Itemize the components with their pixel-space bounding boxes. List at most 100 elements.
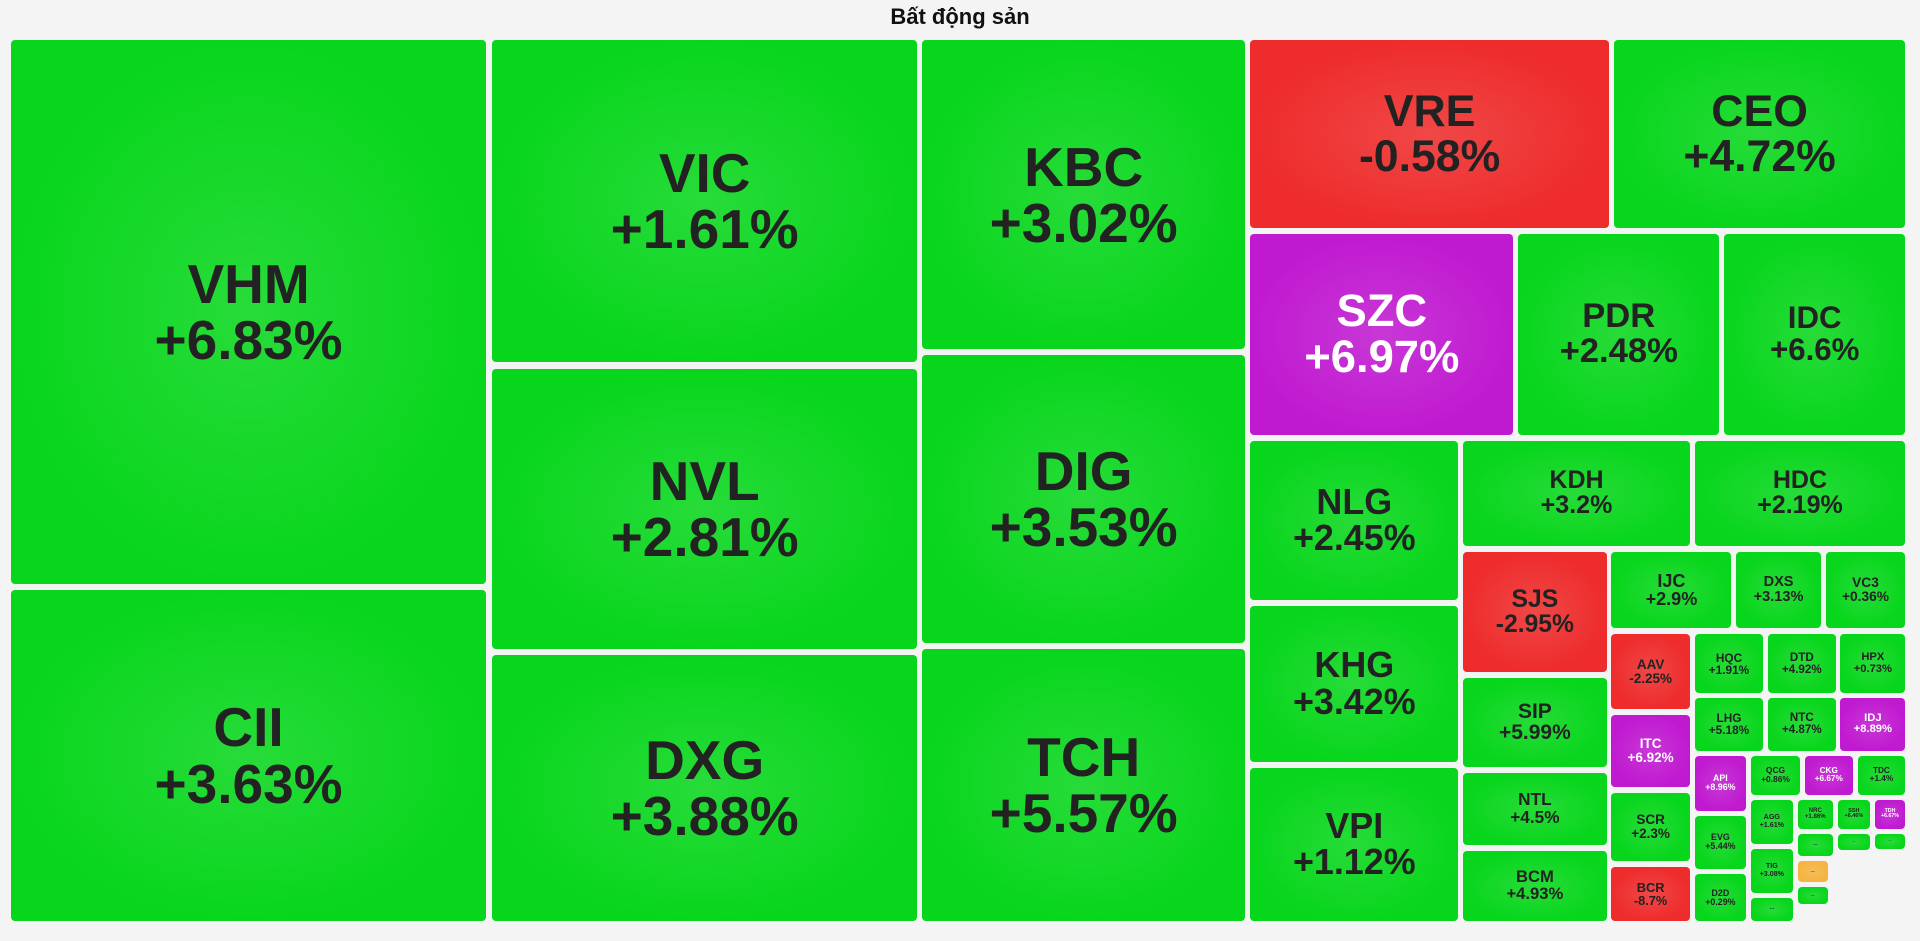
- ticker: TDC: [1872, 765, 1890, 775]
- tile: AGG +1.61%: [1751, 799, 1793, 844]
- change-label: +4.93%: [1506, 883, 1564, 903]
- change-label: +3.02%: [989, 191, 1178, 254]
- tile: SZC +6.97%: [1250, 233, 1514, 435]
- ticker: SCR: [1636, 812, 1665, 828]
- tile: ...: [1797, 833, 1834, 856]
- change-label: +8.89%: [1853, 723, 1892, 736]
- change-label: +2.48%: [1559, 332, 1678, 371]
- ticker: HQC: [1715, 650, 1743, 665]
- ticker: NVL: [649, 449, 760, 512]
- change-label: +1.91%: [1708, 662, 1750, 677]
- change-label: +6.83%: [154, 309, 343, 372]
- ticker: AGG: [1763, 813, 1780, 822]
- change-label: +0.29%: [1705, 896, 1736, 907]
- tile: TIG +3.08%: [1751, 848, 1793, 893]
- tile: NTC +4.87%: [1768, 697, 1836, 751]
- change-label: +2.45%: [1292, 518, 1416, 559]
- tile: SJS -2.95%: [1463, 552, 1607, 673]
- ticker: IDC: [1787, 300, 1842, 336]
- ticker: ...: [1813, 841, 1818, 848]
- change-label: -2.95%: [1495, 611, 1574, 639]
- tile: VC3 +0.36%: [1825, 552, 1906, 629]
- tile: HDC +2.19%: [1694, 440, 1906, 547]
- change-label: +0.86%: [1761, 774, 1790, 785]
- tile: LHG +5.18%: [1694, 697, 1764, 751]
- change-label: +3.88%: [610, 784, 799, 847]
- ticker: DIG: [1034, 439, 1133, 502]
- change-label: -0.58%: [1358, 132, 1501, 182]
- tile: VHM +6.83%: [11, 40, 487, 585]
- tile: PDR +2.48%: [1518, 233, 1720, 435]
- change-label: +4.72%: [1683, 132, 1836, 182]
- ticker: DXS: [1763, 574, 1794, 591]
- tile: HQC +1.91%: [1694, 634, 1764, 694]
- tile: IJC +2.9%: [1611, 552, 1732, 629]
- ticker: IJC: [1657, 570, 1686, 591]
- tile: BCR -8.7%: [1611, 866, 1690, 921]
- change-label: +5.44%: [1705, 841, 1736, 852]
- tile: VPI +1.12%: [1250, 767, 1459, 921]
- tile: TDH +6.67%: [1874, 799, 1906, 829]
- ticker: SZC: [1336, 284, 1428, 336]
- change-label: +6.46%: [1844, 813, 1864, 820]
- tile: DXS +3.13%: [1736, 552, 1821, 629]
- ticker: TDH: [1884, 807, 1896, 814]
- tile: ...: [1751, 897, 1793, 921]
- change-label: +3.08%: [1759, 869, 1785, 878]
- change-label: +6.67%: [1880, 813, 1899, 820]
- tile: QCG +0.86%: [1751, 755, 1800, 795]
- tile: DTD +4.92%: [1768, 634, 1836, 694]
- change-label: +2.81%: [610, 505, 799, 568]
- tile: CKG +6.67%: [1804, 755, 1853, 795]
- ticker: PDR: [1582, 296, 1656, 335]
- change-label: +0.73%: [1853, 662, 1892, 675]
- ticker: ...: [1810, 868, 1815, 874]
- change-label: +1.86%: [1804, 813, 1826, 821]
- ticker: D2D: [1711, 887, 1730, 898]
- ticker: TCH: [1027, 725, 1141, 788]
- change-label: +1.61%: [1759, 820, 1785, 829]
- ticker: KBC: [1024, 135, 1144, 198]
- tile: HPX +0.73%: [1840, 634, 1906, 694]
- ticker: SSH: [1848, 807, 1860, 814]
- change-label: +5.18%: [1708, 723, 1750, 738]
- change-label: +6.6%: [1769, 332, 1860, 368]
- change-label: +3.42%: [1292, 681, 1416, 722]
- ticker: CKG: [1819, 765, 1838, 775]
- tile: TDC +1.4%: [1857, 755, 1906, 795]
- change-label: +4.92%: [1781, 662, 1822, 676]
- change-label: +4.5%: [1510, 806, 1560, 827]
- tile: DIG +3.53%: [922, 355, 1246, 643]
- change-label: +3.13%: [1753, 589, 1804, 606]
- ticker: HDC: [1772, 465, 1828, 494]
- ticker: LHG: [1716, 711, 1742, 726]
- ticker: IDJ: [1864, 711, 1882, 724]
- ticker: VC3: [1852, 575, 1879, 591]
- tile: ITC +6.92%: [1611, 715, 1690, 788]
- ticker: CEO: [1711, 86, 1808, 136]
- ticker: API: [1713, 773, 1728, 784]
- ticker: DXG: [645, 728, 765, 791]
- ticker: NTC: [1789, 711, 1814, 725]
- ticker: NTL: [1518, 789, 1552, 810]
- change-label: +2.19%: [1757, 491, 1843, 520]
- tile: ...: [1797, 886, 1829, 904]
- tile: SSH +6.46%: [1837, 799, 1870, 829]
- tile: ...: [1797, 860, 1829, 882]
- tile: NRC +1.86%: [1797, 799, 1834, 829]
- change-label: +8.96%: [1705, 782, 1736, 793]
- tile: NTL +4.5%: [1463, 772, 1607, 845]
- tile: NVL +2.81%: [492, 368, 918, 649]
- change-label: +1.61%: [610, 198, 799, 261]
- ticker: VHM: [187, 253, 310, 316]
- change-label: +2.9%: [1645, 589, 1698, 610]
- change-label: -2.25%: [1629, 670, 1672, 686]
- ticker: ...: [1888, 838, 1892, 843]
- change-label: +1.4%: [1869, 774, 1894, 784]
- change-label: +4.87%: [1781, 723, 1822, 737]
- change-label: +6.92%: [1627, 750, 1674, 766]
- ticker: CII: [213, 696, 284, 759]
- ticker: QCG: [1765, 765, 1786, 776]
